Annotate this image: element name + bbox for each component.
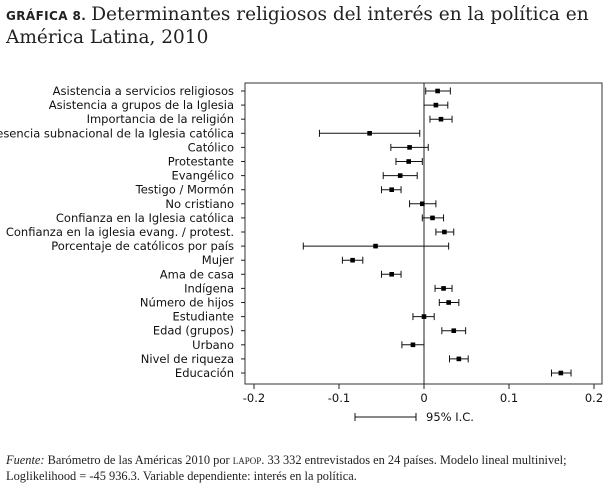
category-label: Ama de casa <box>160 267 234 281</box>
coefficient-point <box>433 102 439 108</box>
category-label: Edad (grupos) <box>153 324 234 338</box>
chart-title-text: Determinantes religiosos del interés en … <box>6 4 589 48</box>
category-label: Educación <box>175 366 234 380</box>
source-label: Fuente: <box>6 453 45 467</box>
category-label: Urbano <box>192 338 234 352</box>
x-tick-label: -0.2 <box>243 391 265 405</box>
category-label: Católico <box>188 140 234 154</box>
category-label: Porcentaje de católicos por país <box>51 239 234 253</box>
category-label: Testigo / Mormón <box>135 183 234 197</box>
category-label: No cristiano <box>165 197 234 211</box>
chart-title-label: GRÁFICA 8. <box>6 9 87 23</box>
category-label: Protestante <box>168 155 234 169</box>
coefficient-point <box>441 286 446 291</box>
legend-label: 95% I.C. <box>426 410 474 424</box>
category-label: Nivel de riqueza <box>141 352 234 366</box>
x-tick-label: -0.1 <box>328 391 350 405</box>
coefficient-point <box>367 131 372 136</box>
category-label: Evangélico <box>171 169 234 183</box>
coefficient-point <box>446 300 451 305</box>
category-label: Confianza en la Iglesia católica <box>56 211 234 225</box>
category-label: Asistencia a servicios religiosos <box>53 84 234 98</box>
category-label: Presencia subnacional de la Iglesia cató… <box>0 126 234 140</box>
coefficient-point <box>456 356 462 362</box>
coefficient-point <box>389 187 394 192</box>
category-label: Importancia de la religión <box>87 112 234 126</box>
x-tick-label: 0 <box>420 391 427 405</box>
coefficient-point <box>442 229 447 235</box>
coefficient-point <box>451 328 457 333</box>
coefficient-point <box>397 173 403 178</box>
source-lapop: lapop <box>232 453 262 467</box>
coefficient-point <box>389 272 394 277</box>
category-label: Número de hijos <box>140 296 234 310</box>
chart-title: GRÁFICA 8. Determinantes religiosos del i… <box>6 4 606 48</box>
category-label: Confianza en la iglesia evang. / protest… <box>6 225 234 239</box>
category-label: Mujer <box>202 253 234 267</box>
coefficient-point <box>558 370 564 376</box>
coefficient-point <box>420 201 425 207</box>
coefficient-point <box>407 145 412 150</box>
coefficient-point <box>438 116 444 122</box>
source-text-a: Barómetro de las Américas 2010 por <box>47 453 230 467</box>
coefficient-point <box>410 342 416 348</box>
source-text-b: . 33 332 entrevistados en 24 países. Mod… <box>6 453 567 483</box>
category-label: Asistencia a grupos de la Iglesia <box>49 98 234 112</box>
coefficient-point <box>406 159 411 164</box>
coefficient-point <box>435 88 440 94</box>
coefficient-point <box>421 314 427 319</box>
category-label: Indígena <box>184 281 234 295</box>
x-tick-label: 0.2 <box>585 391 603 405</box>
coefficient-point <box>373 243 378 249</box>
source-note: Fuente: Barómetro de las Américas 2010 p… <box>6 452 606 484</box>
category-label: Estudiante <box>173 310 234 324</box>
x-tick-label: 0.1 <box>500 391 518 405</box>
coefficient-point <box>430 215 435 221</box>
coefficient-point <box>350 257 355 263</box>
coefficient-plot: -0.2 -0.1 0 0.1 0.2 Asistencia a servicios re… <box>0 82 603 424</box>
